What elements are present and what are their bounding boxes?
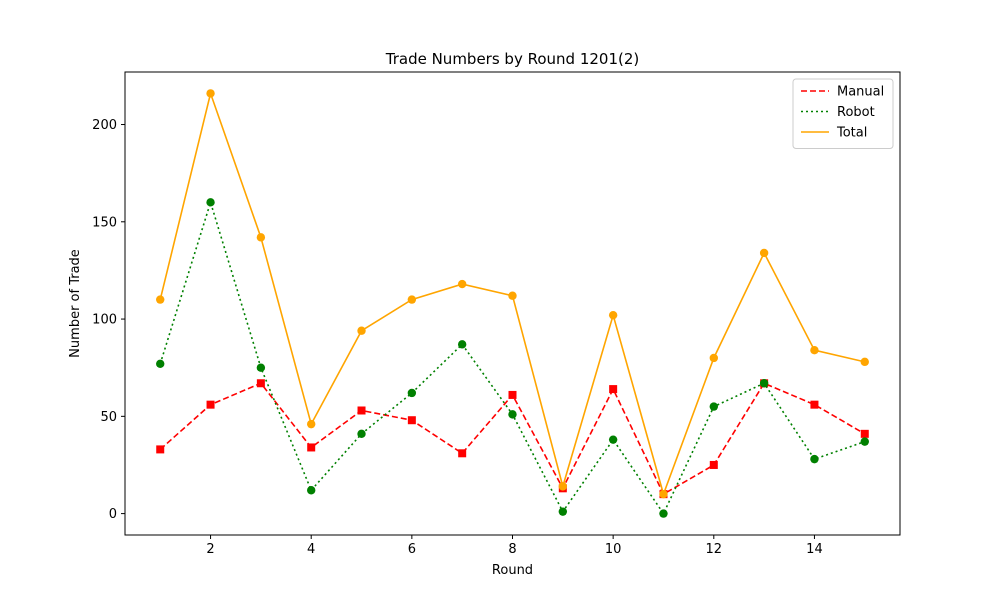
series-manual: [156, 379, 869, 499]
series-total: [156, 89, 869, 499]
data-point-total: [357, 326, 366, 335]
data-point-manual: [407, 416, 416, 425]
data-point-total: [407, 295, 417, 304]
x-tick-label: 2: [206, 542, 214, 557]
y-tick-label: 0: [109, 507, 117, 522]
y-axis-title: Number of Trade: [68, 249, 83, 358]
chart-title: Trade Numbers by Round 1201(2): [385, 50, 640, 68]
data-point-robot: [407, 388, 417, 398]
data-point-manual: [810, 400, 819, 409]
x-axis: 2 4 6 8 10 12 14: [206, 535, 823, 557]
data-point-total: [206, 89, 215, 98]
data-point-manual: [458, 449, 467, 458]
data-point-total: [508, 291, 517, 300]
data-point-robot: [156, 359, 165, 369]
legend: Manual Robot Total: [792, 78, 894, 149]
data-point-total: [558, 482, 568, 491]
x-tick-label: 12: [706, 542, 723, 557]
data-point-total: [659, 489, 668, 499]
data-point-robot: [357, 429, 366, 439]
y-tick-label: 50: [100, 410, 117, 425]
data-point-robot: [206, 198, 215, 207]
data-point-manual: [307, 443, 316, 452]
x-axis-title: Round: [492, 563, 533, 578]
data-point-robot: [457, 340, 467, 349]
legend-entry-total: Total: [801, 126, 867, 141]
data-point-total: [810, 345, 819, 355]
data-point-manual: [860, 429, 869, 438]
legend-box: [792, 78, 894, 149]
data-point-manual: [357, 406, 366, 415]
data-point-total: [608, 310, 618, 320]
data-point-manual: [709, 460, 718, 469]
data-point-robot: [659, 509, 668, 518]
data-point-total: [256, 233, 266, 242]
data-point-manual: [156, 445, 165, 454]
legend-label-robot: Robot: [837, 105, 875, 120]
legend-entry-manual: Manual: [801, 85, 884, 100]
data-point-manual: [609, 385, 618, 394]
legend-label-manual: Manual: [837, 85, 884, 100]
data-point-manual: [508, 390, 517, 399]
data-point-robot: [709, 402, 718, 411]
series-robot: [156, 198, 869, 518]
data-point-total: [759, 248, 769, 258]
y-axis: 0 50 100 150 200: [92, 118, 125, 522]
y-tick-label: 200: [92, 118, 117, 133]
x-tick-label: 8: [508, 542, 516, 557]
legend-label-total: Total: [836, 126, 867, 141]
data-point-robot: [558, 507, 568, 516]
data-point-robot: [608, 435, 618, 444]
x-tick-label: 4: [307, 542, 315, 557]
data-point-total: [860, 357, 869, 367]
data-point-robot: [810, 454, 819, 464]
data-point-robot: [508, 410, 517, 419]
legend-entry-robot: Robot: [801, 105, 875, 120]
data-point-total: [307, 419, 316, 429]
y-tick-label: 100: [92, 313, 117, 328]
data-point-robot: [307, 486, 316, 495]
data-point-robot: [759, 379, 769, 388]
x-tick-label: 14: [806, 542, 823, 557]
data-point-robot: [256, 363, 266, 372]
data-point-total: [156, 295, 165, 304]
data-point-robot: [860, 437, 869, 446]
x-tick-label: 6: [408, 542, 416, 557]
y-tick-label: 150: [92, 215, 117, 230]
data-point-total: [709, 353, 718, 363]
data-point-manual: [206, 400, 215, 409]
series-layer: [156, 89, 869, 518]
data-point-total: [457, 279, 467, 289]
x-tick-label: 10: [605, 542, 622, 557]
data-point-manual: [256, 379, 265, 388]
